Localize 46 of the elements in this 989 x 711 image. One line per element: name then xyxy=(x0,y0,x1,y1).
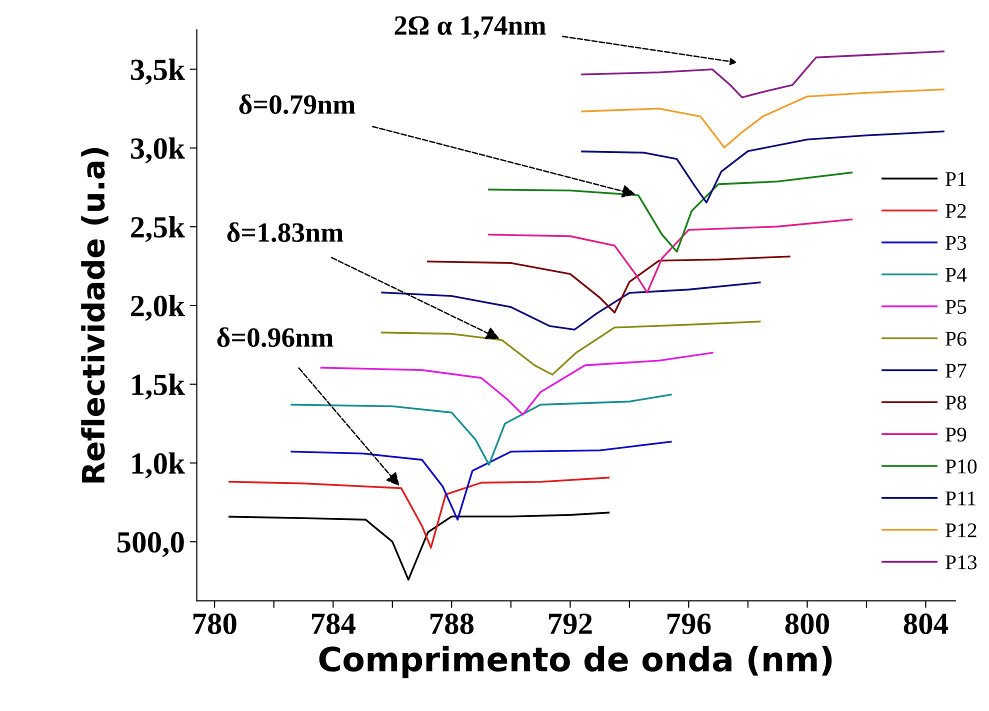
legend-label: P6 xyxy=(946,332,966,346)
y-tick-label: 1,0k xyxy=(132,452,185,478)
line-series xyxy=(228,476,610,549)
line-series xyxy=(488,218,853,294)
annotation: δ=0.96nm xyxy=(217,327,334,348)
y-tick-label: 2,5k xyxy=(131,216,185,242)
annotation: 2Ω α 1,74nm xyxy=(394,16,546,39)
line-series xyxy=(488,172,853,253)
legend-label: P2 xyxy=(946,204,966,218)
legend-label: P9 xyxy=(946,428,966,442)
line-series xyxy=(581,130,944,204)
y-tick-label: 2,0k xyxy=(131,294,185,321)
legend-label: P10 xyxy=(946,459,977,474)
y-axis-title: Reflectividade (u.a) xyxy=(81,148,108,483)
y-tick-label: 3,5k xyxy=(130,58,185,85)
line-series xyxy=(581,88,944,148)
legend-label: P13 xyxy=(946,555,977,570)
line-series xyxy=(290,394,672,466)
line-series xyxy=(581,50,944,98)
annotation: δ=1.83nm xyxy=(227,222,344,242)
legend-label: P8 xyxy=(946,396,966,410)
line-series xyxy=(290,440,672,521)
y-tick-label: 1,5k xyxy=(132,374,185,400)
line-series xyxy=(381,282,761,330)
y-tick-label: 3,0k xyxy=(130,137,185,164)
line-series xyxy=(320,352,714,416)
x-axis-title: Comprimento de onda (nm) xyxy=(319,646,832,678)
annotation: δ=0.79nm xyxy=(239,94,356,114)
legend-label: P7 xyxy=(946,364,966,378)
legend-label: P1 xyxy=(946,172,966,186)
legend-label: P5 xyxy=(946,300,966,314)
x-tick-label: 796 xyxy=(668,614,711,634)
x-tick-label: 804 xyxy=(904,613,948,634)
line-series xyxy=(427,256,790,314)
x-tick-label: 780 xyxy=(193,613,236,634)
line-series xyxy=(381,320,761,376)
x-tick-label: 800 xyxy=(785,613,829,634)
line-series xyxy=(228,512,610,581)
legend-label: P11 xyxy=(946,491,976,506)
legend-label: P12 xyxy=(946,523,976,538)
x-tick-label: 792 xyxy=(548,614,592,634)
x-tick-label: 788 xyxy=(430,613,474,634)
legend-label: P4 xyxy=(946,268,967,282)
x-tick-label: 784 xyxy=(312,613,356,634)
legend-label: P3 xyxy=(946,236,966,250)
y-tick-label: 500,0 xyxy=(117,532,184,558)
